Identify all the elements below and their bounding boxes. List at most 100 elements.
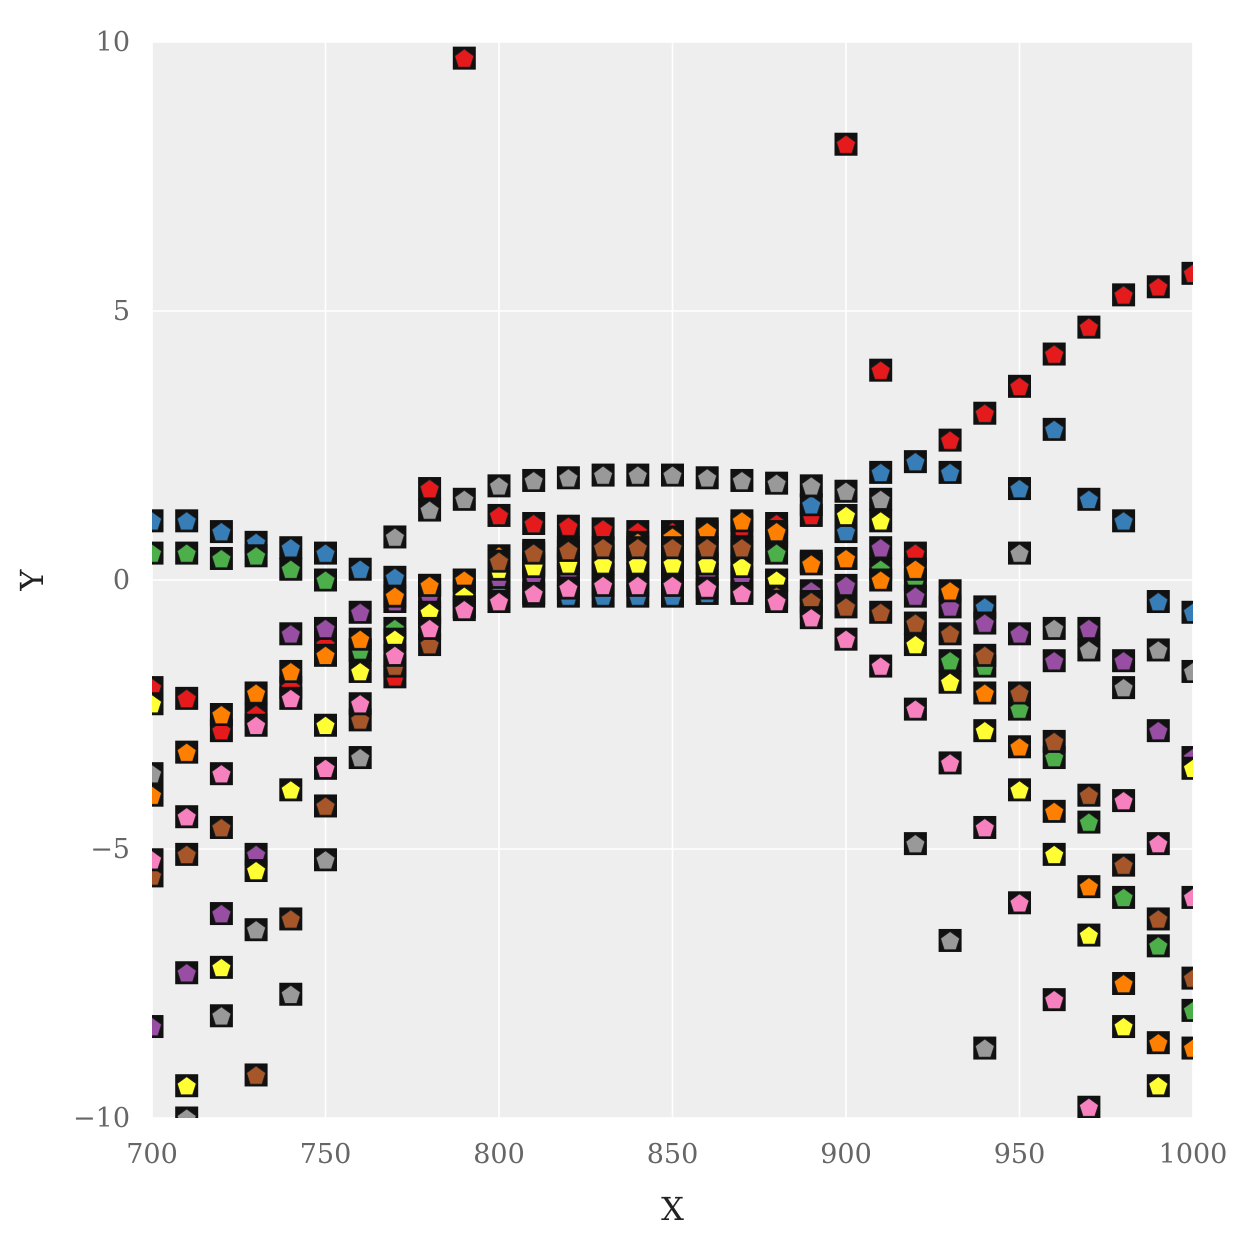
data-point (556, 576, 580, 600)
data-point (1042, 842, 1066, 866)
data-point (244, 1063, 268, 1087)
data-point (1146, 638, 1170, 662)
data-point (626, 463, 650, 487)
y-tick-label: 5 (113, 296, 130, 327)
data-point (152, 509, 164, 533)
data-point (279, 686, 303, 710)
data-point (348, 659, 372, 683)
data-point (730, 509, 754, 533)
data-point (1112, 972, 1136, 995)
x-tick-label: 800 (473, 1139, 525, 1170)
data-point (522, 541, 546, 565)
data-point (765, 471, 789, 495)
data-point (1146, 907, 1170, 931)
data-point (279, 622, 303, 646)
y-tick-label: 10 (96, 27, 130, 58)
x-tick-label: 1000 (1159, 1139, 1228, 1170)
data-point (591, 536, 615, 560)
data-point (418, 498, 442, 522)
y-axis-label: Y (13, 569, 51, 592)
data-markers (152, 46, 1193, 1118)
data-point (1181, 885, 1193, 909)
data-point (175, 509, 199, 533)
data-point (383, 643, 407, 667)
data-point (938, 622, 962, 646)
data-point (175, 805, 199, 829)
data-point (1042, 988, 1066, 1012)
data-point (1077, 810, 1101, 834)
data-point (152, 848, 164, 872)
data-point (244, 713, 268, 737)
data-point (661, 463, 684, 487)
data-point (730, 581, 754, 605)
data-point (418, 573, 442, 597)
data-point (244, 544, 268, 568)
data-point (591, 517, 615, 541)
data-point (869, 509, 893, 533)
data-point (973, 719, 997, 743)
data-point (834, 132, 858, 156)
data-point (1042, 417, 1066, 441)
data-point (152, 541, 164, 565)
data-point (938, 928, 962, 952)
data-point (1181, 966, 1193, 990)
data-point (279, 907, 303, 931)
data-point (869, 487, 893, 511)
data-point (556, 466, 580, 490)
data-point (418, 477, 442, 501)
data-point (487, 590, 511, 614)
data-point (1077, 315, 1101, 339)
data-point (348, 557, 372, 581)
data-point (661, 573, 684, 597)
data-point (314, 643, 337, 667)
data-point (209, 520, 233, 544)
data-point (1181, 1036, 1193, 1060)
data-point (279, 536, 303, 560)
data-point (1146, 275, 1170, 299)
data-point (1042, 342, 1066, 366)
data-point (279, 778, 303, 802)
data-point (1008, 778, 1031, 802)
data-point (730, 468, 754, 492)
data-point (799, 474, 823, 498)
data-point (175, 740, 199, 764)
data-point (522, 512, 546, 536)
data-point (1112, 1015, 1136, 1039)
data-point (1077, 923, 1101, 947)
data-point (314, 713, 337, 737)
data-point (314, 756, 337, 780)
data-point (1112, 853, 1136, 877)
data-point (1146, 719, 1170, 743)
data-point (1112, 509, 1136, 533)
data-point (152, 762, 164, 786)
data-point (834, 503, 858, 527)
data-point (938, 670, 962, 694)
data-point (522, 581, 546, 605)
data-point (1181, 261, 1193, 285)
data-point (1146, 590, 1170, 614)
data-point (175, 842, 199, 866)
data-point (695, 536, 719, 560)
data-point (869, 358, 893, 382)
x-tick-label: 700 (126, 1139, 178, 1170)
data-point (626, 573, 650, 597)
data-point (244, 918, 268, 942)
data-point (591, 463, 615, 487)
data-point (869, 460, 893, 484)
series-gray (152, 463, 1193, 1118)
data-point (487, 503, 511, 527)
data-point (938, 579, 962, 603)
data-point (973, 643, 997, 667)
data-point (314, 616, 337, 640)
data-point (175, 1106, 199, 1118)
data-point (209, 955, 233, 979)
data-point (1008, 374, 1031, 398)
data-point (1181, 659, 1193, 683)
data-point (799, 606, 823, 630)
data-point (903, 832, 927, 856)
data-point (1146, 832, 1170, 856)
data-point (938, 460, 962, 484)
data-point (452, 598, 476, 622)
data-point (152, 783, 164, 807)
data-point (314, 794, 337, 818)
